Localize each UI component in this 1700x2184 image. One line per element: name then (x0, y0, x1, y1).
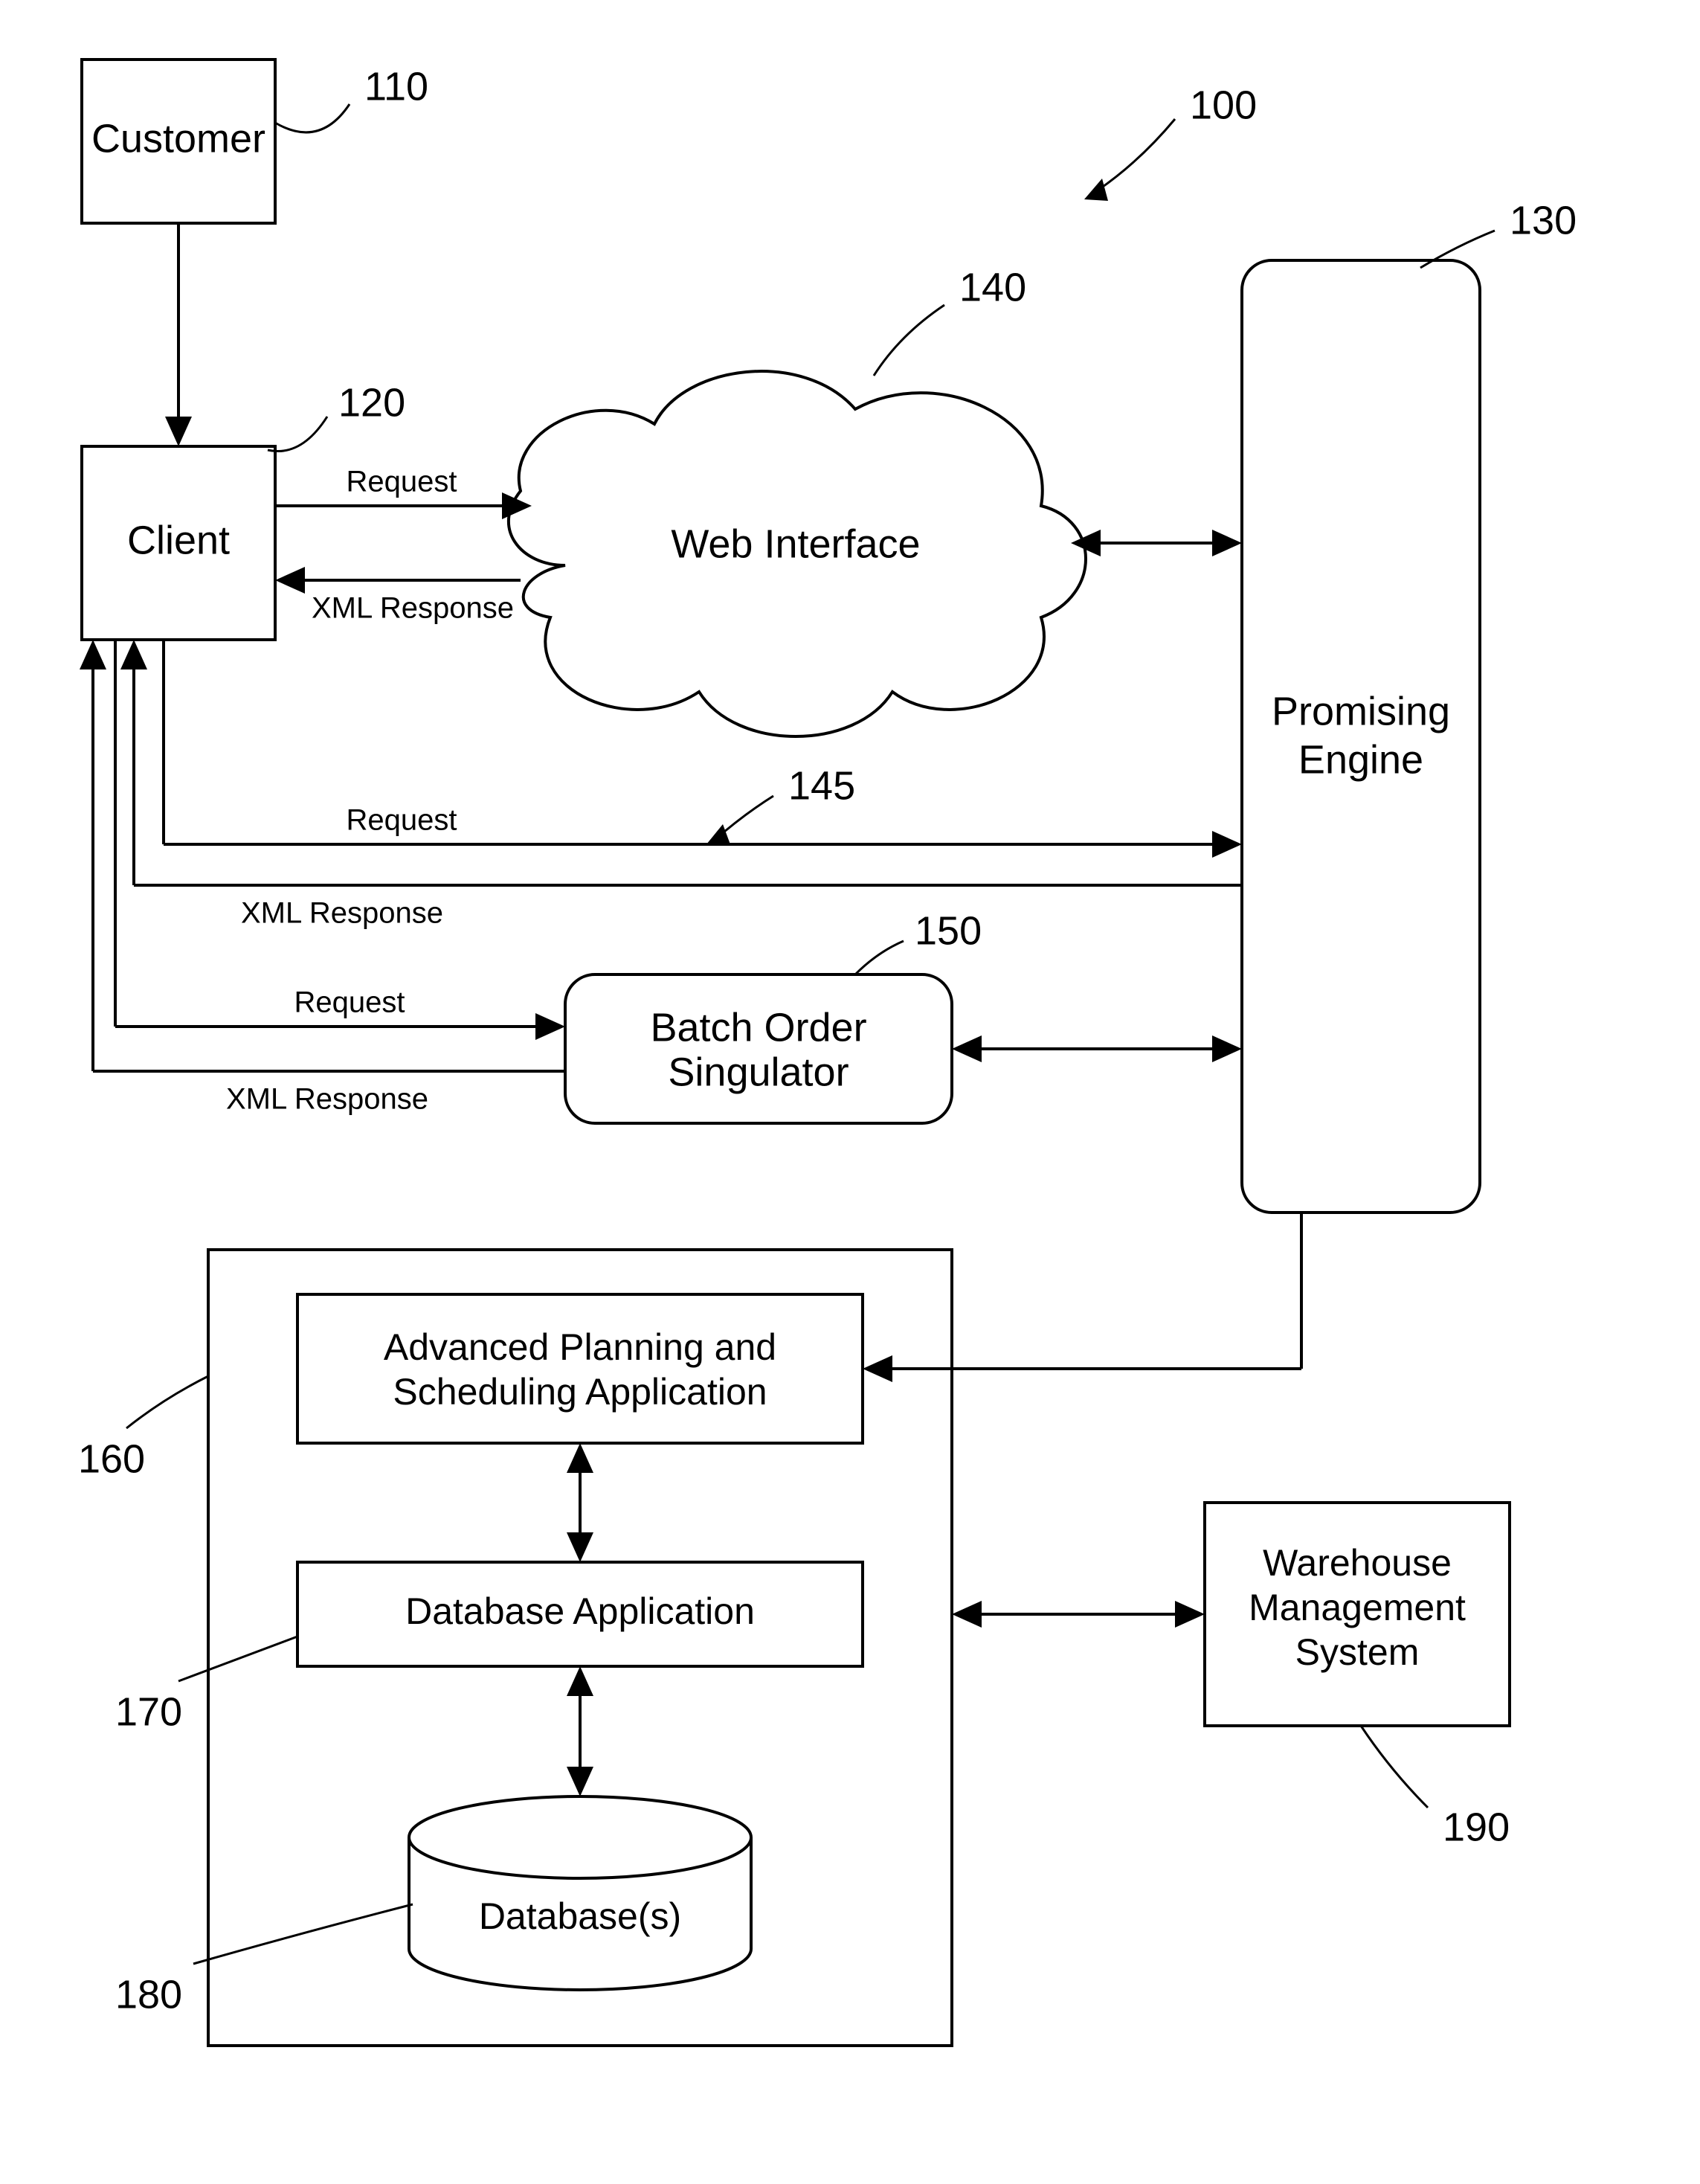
arrow-dbapp-wms-l (952, 1601, 982, 1628)
client-label: Client (127, 518, 230, 562)
ref-130: 130 (1510, 198, 1577, 243)
label-xmlresp-1: XML Response (312, 592, 514, 625)
wms-label-3: System (1295, 1631, 1420, 1673)
arrow-customer-client (165, 417, 192, 446)
wms-label-2: Management (1249, 1587, 1466, 1628)
ref-140: 140 (959, 265, 1026, 309)
promising-engine-box (1242, 260, 1480, 1213)
arrow-web-client-response (275, 567, 305, 594)
arrow-engine-client-resp (120, 640, 147, 669)
ref-180: 180 (115, 1972, 182, 2017)
ref-110: 110 (364, 64, 428, 109)
aps-box (297, 1294, 863, 1443)
ref-100: 100 (1190, 83, 1257, 127)
arrow-batch-engine-l (952, 1035, 982, 1062)
leader-140 (874, 305, 944, 376)
system-diagram: Customer Client Promising Engine Web Int… (0, 0, 1700, 2184)
batch-order-label-1: Batch Order (650, 1005, 866, 1050)
ref-160: 160 (78, 1436, 145, 1481)
ref-170: 170 (115, 1689, 182, 1734)
arrow-client-engine-req (1212, 831, 1242, 858)
leader-110 (275, 104, 350, 132)
label-xmlresp-3: XML Response (226, 1083, 428, 1116)
label-request-3: Request (294, 986, 405, 1019)
leader-150 (855, 941, 904, 974)
arrow-dbapp-wms-r (1175, 1601, 1205, 1628)
leader-190 (1361, 1726, 1428, 1808)
ref-120: 120 (338, 380, 405, 425)
leader-160 (126, 1376, 208, 1428)
promising-engine-label-2: Engine (1298, 737, 1423, 782)
aps-label-1: Advanced Planning and (384, 1326, 776, 1368)
label-request-1: Request (347, 466, 457, 498)
ref-150: 150 (915, 908, 982, 953)
arrow-client-batch-req (535, 1013, 565, 1040)
arrow-batch-client-resp (80, 640, 106, 669)
label-xmlresp-2: XML Response (241, 897, 443, 930)
leader-100-tip (1084, 179, 1108, 201)
database-label: Database(s) (479, 1895, 681, 1937)
ref-190: 190 (1443, 1805, 1510, 1849)
dbapp-label: Database Application (405, 1590, 755, 1632)
promising-engine-label-1: Promising (1272, 689, 1450, 733)
label-request-2: Request (347, 804, 457, 837)
aps-label-2: Scheduling Application (393, 1371, 767, 1413)
web-interface-label: Web Interface (671, 521, 920, 566)
ref-145: 145 (788, 763, 855, 808)
wms-label-1: Warehouse (1263, 1542, 1452, 1584)
customer-label: Customer (91, 116, 265, 161)
arrow-batch-engine-r (1212, 1035, 1242, 1062)
leader-100 (1093, 119, 1175, 193)
batch-order-label-2: Singulator (668, 1050, 849, 1094)
arrow-web-engine-r (1212, 530, 1242, 556)
leader-145-tip (706, 824, 730, 844)
